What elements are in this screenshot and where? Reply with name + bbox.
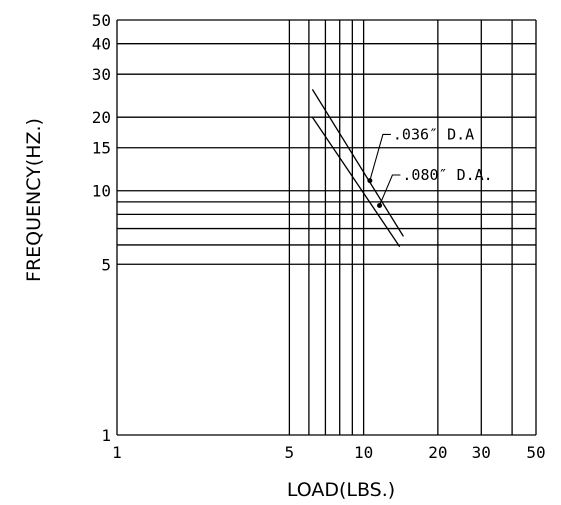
- annotation-label-0: .036″ D.A: [393, 125, 474, 143]
- y-tick-label-10: 10: [92, 182, 111, 201]
- annotation-label-1: .080″ D.A.: [402, 166, 492, 184]
- y-tick-label-1: 1: [101, 426, 111, 445]
- annotations: .036″ D.A .080″ D.A.: [367, 125, 493, 209]
- series-line-0: [311, 89, 404, 237]
- y-tick-label-30: 30: [92, 65, 111, 84]
- x-axis-title: LOAD(LBS.): [287, 479, 395, 501]
- x-tick-label-5: 5: [285, 443, 295, 462]
- y-tick-label-20: 20: [92, 108, 111, 127]
- series-lines: [311, 89, 404, 248]
- annotation-leader-0: [369, 133, 391, 181]
- annotation-marker-0: [367, 178, 373, 184]
- y-tick-label-15: 15: [92, 139, 111, 158]
- y-tick-label-50: 50: [92, 11, 111, 30]
- annotation-marker-1: [377, 203, 383, 209]
- x-tick-label-30: 30: [472, 443, 491, 462]
- series-line-1: [311, 116, 401, 248]
- y-tick-label-5: 5: [101, 255, 111, 274]
- y-tick-label-40: 40: [92, 35, 111, 54]
- x-tick-label-10: 10: [354, 443, 373, 462]
- x-tick-label-1: 1: [112, 443, 122, 462]
- annotation-leader-1: [379, 174, 401, 206]
- grid: [116, 19, 537, 436]
- x-tick-label-20: 20: [428, 443, 447, 462]
- x-tick-label-50: 50: [526, 443, 545, 462]
- y-axis-title: FREQUENCY(HZ.): [23, 118, 45, 282]
